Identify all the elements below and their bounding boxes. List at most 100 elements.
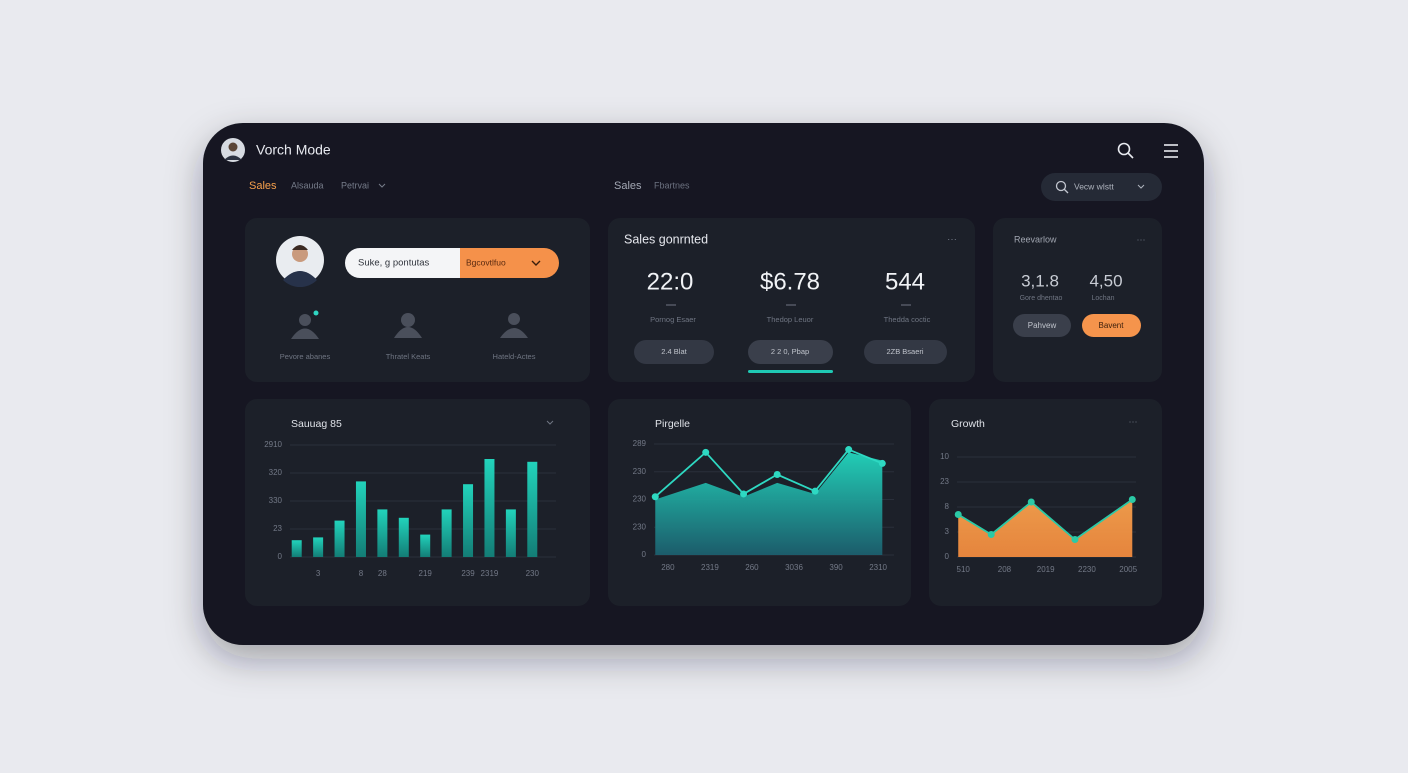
x-tick-label: 28	[378, 569, 387, 578]
x-tick-label: 3	[316, 569, 321, 578]
more-button[interactable]: ⋯	[947, 235, 957, 246]
chevron[interactable]	[546, 420, 554, 425]
stat: 544 Thedda coctic 2ZB Bsaeri	[864, 268, 947, 364]
y-tick-label: 10	[940, 452, 949, 461]
point	[740, 490, 748, 498]
x-tick-label: 2230	[1078, 565, 1096, 574]
x-tick-label: 2310	[869, 563, 887, 572]
x-tick-label: 2319	[701, 563, 719, 572]
stat-label: Gore dhentao	[1020, 295, 1063, 302]
area	[958, 499, 1133, 557]
button[interactable]	[1013, 314, 1071, 337]
button-text: 2 2 0, Pbap	[771, 347, 809, 356]
button[interactable]	[1082, 314, 1141, 337]
x-tick-label: 230	[526, 569, 540, 578]
stat-label: Thedda coctic	[884, 315, 931, 324]
bar	[484, 459, 495, 557]
chart-card	[245, 399, 590, 606]
x-tick-label: 8	[359, 569, 364, 578]
y-tick-label: 0	[642, 550, 647, 559]
y-tick-label: 289	[633, 439, 647, 448]
bar	[291, 540, 302, 557]
stat-button[interactable]	[634, 340, 714, 364]
chevron	[378, 183, 386, 188]
y-tick-label: 320	[269, 468, 283, 477]
nav-tab[interactable]: Petrvai	[341, 180, 369, 190]
chart-title: Sauuag 85	[291, 418, 342, 430]
area	[655, 452, 883, 555]
stat-button[interactable]	[748, 340, 833, 364]
button-text: Pahvew	[1028, 321, 1057, 330]
stat-value: 3,1.8	[1021, 271, 1059, 290]
y-tick-label: 230	[633, 522, 647, 531]
more-button[interactable]: ⋯	[1129, 416, 1138, 426]
bar	[463, 484, 474, 557]
more-button[interactable]: ⋯	[1137, 234, 1146, 244]
menu-button[interactable]	[1164, 144, 1178, 158]
x-tick-label: 390	[829, 563, 843, 572]
y-tick-label: 0	[945, 552, 950, 561]
point	[1071, 536, 1079, 543]
search-button[interactable]	[1117, 142, 1134, 159]
chart-title: Growth	[951, 418, 985, 430]
nav-tab[interactable]: Alsauda	[291, 180, 324, 190]
point	[878, 459, 886, 467]
point	[773, 471, 781, 479]
card-title: Sales gonrnted	[624, 232, 708, 246]
bar	[334, 520, 345, 557]
bar	[505, 509, 516, 557]
person-icon[interactable]	[394, 313, 422, 338]
bar	[398, 517, 409, 557]
review-card	[993, 218, 1162, 382]
x-tick-label: 208	[998, 565, 1012, 574]
point	[987, 531, 995, 538]
y-tick-label: 0	[278, 552, 283, 561]
y-tick-label: 230	[633, 495, 647, 504]
card-title: Reevarlow	[1014, 234, 1057, 244]
y-tick-label: 8	[945, 502, 950, 511]
x-tick-label: 280	[661, 563, 675, 572]
search-box[interactable]: Vecw wlstt	[1041, 173, 1162, 201]
section-tab[interactable]: Fbartnes	[654, 180, 690, 190]
bar	[441, 509, 452, 557]
stat: 22:0 Pornog Esaer 2.4 Blat	[634, 268, 714, 364]
nav-tab[interactable]: Sales	[249, 180, 277, 192]
person-icon[interactable]	[291, 314, 319, 339]
x-tick-label: 2005	[1119, 565, 1137, 574]
y-tick-label: 230	[633, 467, 647, 476]
item-label: Hateld-Actes	[493, 352, 536, 361]
x-tick-label: 3036	[785, 563, 803, 572]
y-tick-label: 3	[945, 527, 950, 536]
stat: $6.78 Thedop Leuor 2 2 0, Pbap	[748, 268, 833, 373]
dropdown-text: Bgcovtlfuo	[466, 257, 506, 267]
chart-title: Pirgelle	[655, 418, 690, 430]
stat-label: Lochan	[1092, 295, 1115, 302]
search-text: Vecw wlstt	[1074, 181, 1114, 191]
button-text: Bavent	[1099, 321, 1125, 330]
button-text: 2.4 Blat	[661, 347, 687, 356]
dropdown[interactable]: Suke, g pontutas Bgcovtlfuo	[345, 248, 559, 278]
point	[1027, 498, 1035, 506]
app-title: Vorch Mode	[256, 142, 331, 158]
bar	[377, 509, 388, 557]
x-tick-label: 2319	[481, 569, 499, 578]
x-tick-label: 260	[745, 563, 759, 572]
point	[1128, 496, 1136, 503]
bar	[420, 534, 431, 557]
x-tick-label: 219	[419, 569, 433, 578]
x-tick-label: 239	[461, 569, 475, 578]
y-tick-label: 23	[273, 524, 282, 533]
stat-label: Pornog Esaer	[650, 315, 696, 324]
stat-button[interactable]	[864, 340, 947, 364]
point	[845, 446, 853, 454]
input-text: Suke, g pontutas	[358, 258, 430, 269]
bar	[313, 537, 324, 557]
person-icon[interactable]	[500, 313, 528, 338]
button-text: 2ZB Bsaeri	[886, 347, 923, 356]
section-tab[interactable]: Sales	[614, 180, 642, 192]
user-avatar[interactable]	[221, 138, 245, 162]
item-label: Thratel Keats	[386, 352, 431, 361]
stat-value: 22:0	[647, 268, 694, 295]
